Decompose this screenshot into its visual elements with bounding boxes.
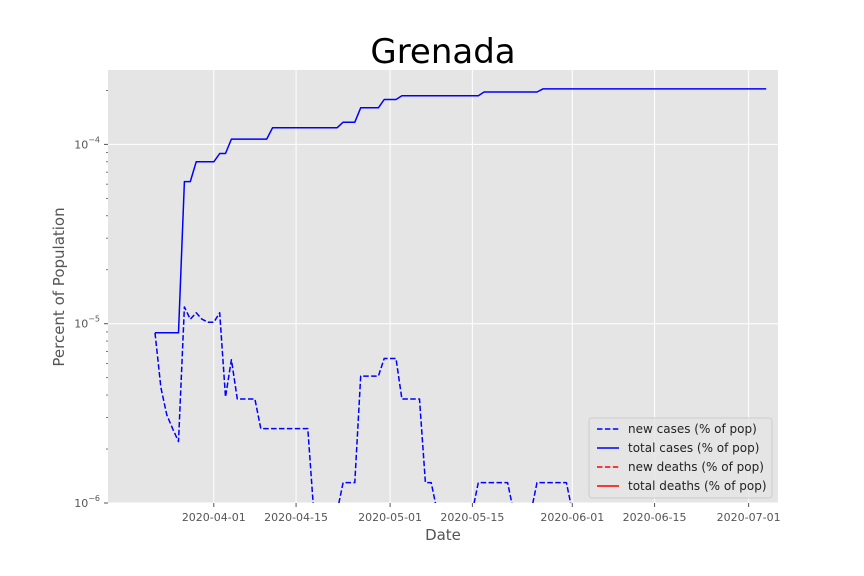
- x-axis: 2020-04-01 2020-04-15 2020-05-01 2020-05-15…: [182, 503, 781, 524]
- legend-label: total cases (% of pop): [628, 441, 759, 455]
- x-tick-label: 2020-04-15: [264, 511, 328, 524]
- legend-box: [588, 417, 773, 499]
- series-line-1: [155, 88, 767, 334]
- legend-label: total deaths (% of pop): [628, 479, 767, 493]
- x-tick-label: 2020-04-01: [182, 511, 246, 524]
- chart-title: Grenada: [370, 32, 515, 72]
- y-tick-label: 10−4: [74, 135, 100, 151]
- legend-label: new cases (% of pop): [628, 422, 757, 436]
- y-tick-label: 10−5: [74, 315, 100, 331]
- x-tick-label: 2020-05-15: [440, 511, 504, 524]
- y-axis: 10−6 10−5 10−4: [74, 90, 108, 510]
- x-tick-label: 2020-06-01: [540, 511, 604, 524]
- legend-label: new deaths (% of pop): [628, 460, 764, 474]
- x-axis-label: Date: [425, 526, 461, 544]
- y-tick-label: 10−6: [74, 494, 100, 510]
- series-line-0: [154, 306, 572, 503]
- legend: new cases (% of pop) total cases (% of po…: [588, 417, 773, 499]
- x-tick-label: 2020-06-15: [623, 511, 687, 524]
- series-layer: [154, 88, 767, 503]
- x-tick-label: 2020-07-01: [717, 511, 781, 524]
- x-tick-label: 2020-05-01: [358, 511, 422, 524]
- y-axis-label: Percent of Population: [50, 207, 68, 366]
